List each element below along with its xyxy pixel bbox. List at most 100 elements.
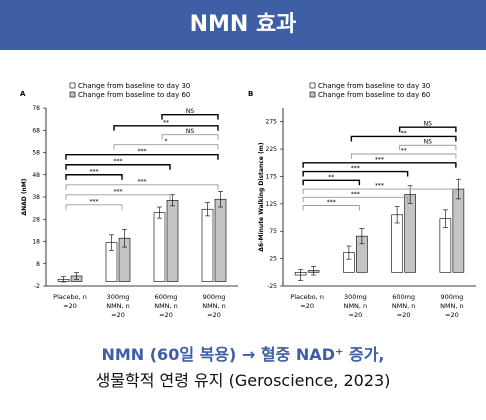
significance-bracket: [161, 113, 219, 120]
significance-bracket: [65, 194, 171, 200]
y-tick-label: 78: [32, 105, 40, 112]
bar: [166, 200, 179, 282]
significance-bracket: [302, 162, 457, 168]
x-tick-label: =20: [207, 311, 221, 319]
significance-label: NS: [424, 139, 432, 146]
y-tick-label: 28: [32, 216, 40, 223]
panel-label: A: [20, 90, 26, 98]
significance-label: ***: [90, 168, 99, 175]
significance-bracket: [302, 179, 361, 186]
y-tick-label: 8: [36, 261, 40, 268]
y-tick-label: 125: [266, 201, 278, 208]
x-tick-label: 900mg: [440, 293, 463, 301]
x-tick-label: =20: [397, 311, 411, 319]
y-tick-label: 48: [32, 172, 40, 179]
x-tick-label: =20: [111, 311, 125, 319]
significance-bracket: [65, 154, 219, 160]
significance-label: **: [328, 174, 334, 181]
x-tick-label: NMN, n: [344, 302, 368, 310]
x-tick-label: 600mg: [155, 293, 178, 301]
y-tick-label: 68: [32, 127, 40, 134]
bar: [404, 194, 416, 273]
significance-bracket: [65, 164, 171, 170]
x-tick-label: =20: [300, 302, 314, 310]
bar: [452, 188, 465, 273]
significance-label: **: [163, 119, 169, 126]
caption-source: 생물학적 연령 유지 (Geroscience, 2023): [95, 371, 391, 390]
significance-label: ***: [114, 188, 123, 195]
bar: [214, 198, 227, 282]
significance-label: NS: [186, 128, 194, 135]
x-tick-label: =20: [63, 302, 77, 310]
x-tick-label: NMN, n: [440, 302, 464, 310]
y-tick-label: 58: [32, 150, 40, 157]
legend-entry: Change from baseline to day 30: [78, 82, 190, 90]
x-tick-label: Placebo, n: [53, 293, 87, 301]
y-axis-label: Δ6-Minute Walking Distance (m): [258, 142, 265, 252]
significance-bracket: [65, 204, 123, 210]
significance-bracket: [65, 184, 219, 190]
y-tick-label: 18: [32, 239, 40, 246]
x-tick-label: 300mg: [107, 293, 130, 301]
legend-entry: Change from baseline to day 30: [318, 82, 430, 90]
x-tick-label: 600mg: [392, 293, 415, 301]
significance-bracket: [302, 170, 409, 177]
significance-label: ***: [375, 183, 384, 190]
significance-bracket: [113, 144, 219, 150]
legend-entry: Change from baseline to day 60: [318, 91, 430, 99]
significance-label: ***: [138, 178, 147, 185]
significance-bracket: [350, 135, 457, 142]
bar: [201, 208, 214, 282]
significance-label: ***: [90, 198, 99, 205]
legend-swatch: [309, 91, 316, 98]
legend-swatch: [69, 82, 76, 89]
significance-label: ***: [114, 158, 123, 165]
x-tick-label: 900mg: [203, 293, 226, 301]
figure-panels: A Change from baseline to day 30 Change fr…: [0, 68, 486, 340]
x-tick-label: =20: [445, 311, 459, 319]
legend-swatch: [309, 82, 316, 89]
caption-headline: NMN (60일 복용) → 혈중 NAD⁺ 증가,: [101, 345, 385, 364]
significance-label: NS: [186, 108, 194, 115]
significance-label: *: [165, 138, 168, 145]
y-tick-label: 25: [269, 256, 277, 263]
y-tick-label: 175: [266, 173, 278, 180]
significance-label: ***: [327, 199, 336, 206]
significance-bracket: [161, 134, 219, 140]
x-tick-label: NMN, n: [392, 302, 416, 310]
significance-label: ***: [351, 165, 360, 172]
bar: [153, 212, 166, 282]
y-tick-label: 225: [266, 146, 278, 153]
page-title: NMN 효과: [189, 12, 297, 37]
y-tick-label: 275: [266, 119, 278, 126]
x-tick-label: NMN, n: [154, 302, 178, 310]
significance-bracket: [302, 196, 409, 203]
panel-label: B: [248, 90, 253, 98]
significance-bracket: [302, 205, 360, 211]
y-tick-label: -2: [34, 283, 40, 290]
x-tick-label: =20: [349, 311, 363, 319]
legend-entry: Change from baseline to day 60: [78, 91, 190, 99]
significance-label: ***: [351, 191, 360, 198]
y-tick-label: -25: [267, 283, 277, 290]
significance-bracket: [65, 174, 123, 180]
significance-bracket: [302, 188, 457, 195]
significance-label: **: [401, 148, 407, 155]
significance-bracket: [350, 153, 457, 160]
significance-label: ***: [138, 148, 147, 155]
y-tick-label: 75: [269, 228, 277, 235]
x-tick-label: =20: [159, 311, 173, 319]
y-axis-label: ΔNAD (nM): [21, 178, 28, 215]
header-banner: NMN 효과: [0, 0, 486, 50]
significance-label: ***: [375, 156, 384, 163]
caption: NMN (60일 복용) → 혈중 NAD⁺ 증가, 생물학적 연령 유지 (G…: [0, 342, 486, 394]
x-tick-label: NMN, n: [202, 302, 226, 310]
y-tick-label: 38: [32, 194, 40, 201]
significance-label: NS: [424, 121, 432, 128]
legend-swatch: [69, 91, 76, 98]
x-tick-label: 300mg: [344, 293, 367, 301]
bar: [391, 214, 403, 273]
